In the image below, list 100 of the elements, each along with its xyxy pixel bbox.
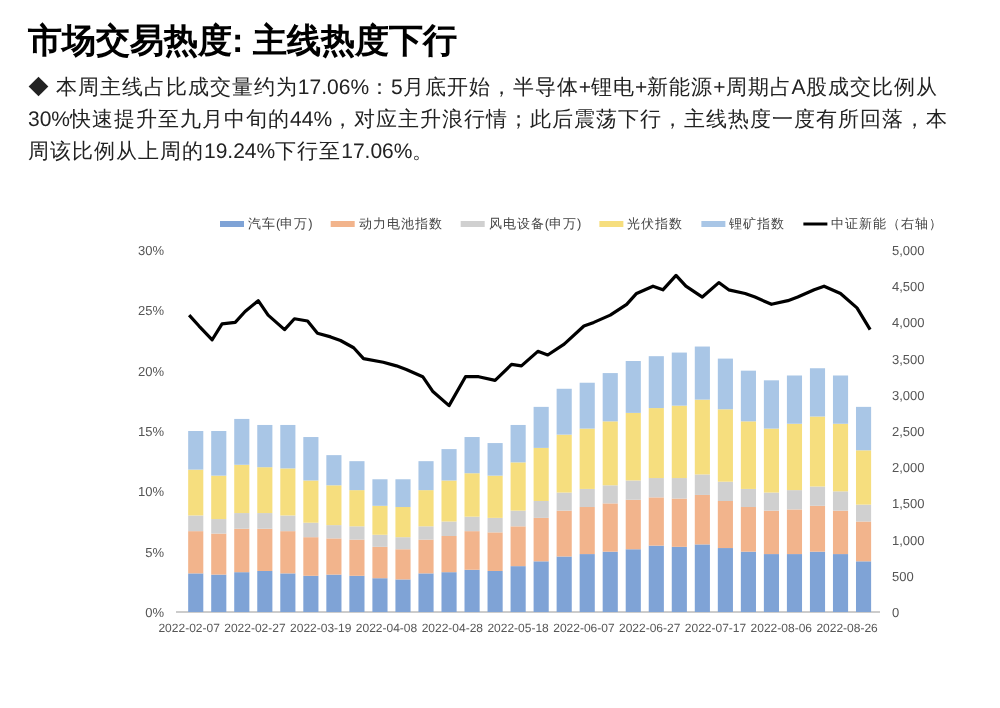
bar bbox=[694, 544, 710, 612]
bar bbox=[556, 492, 572, 511]
bar bbox=[717, 409, 733, 482]
bar bbox=[280, 468, 296, 516]
bar bbox=[556, 556, 572, 612]
bar bbox=[579, 488, 595, 508]
bar bbox=[464, 516, 480, 532]
bar bbox=[326, 455, 342, 486]
bar bbox=[855, 561, 872, 612]
bar bbox=[349, 575, 365, 612]
bar bbox=[211, 475, 227, 520]
bar bbox=[303, 575, 319, 612]
bar bbox=[602, 373, 618, 422]
bar bbox=[326, 525, 342, 539]
bar bbox=[188, 469, 204, 516]
bar bbox=[487, 475, 503, 518]
bar bbox=[763, 428, 779, 493]
bar bbox=[487, 517, 503, 533]
bar bbox=[395, 537, 411, 550]
bar bbox=[602, 551, 618, 612]
bar bbox=[395, 507, 411, 538]
bar bbox=[648, 356, 664, 409]
bar bbox=[349, 461, 365, 491]
bar bbox=[717, 481, 733, 501]
bar bbox=[257, 570, 273, 612]
bar bbox=[326, 574, 342, 612]
bar bbox=[763, 554, 779, 612]
bar bbox=[257, 467, 273, 514]
bar bbox=[487, 443, 503, 476]
bar bbox=[786, 490, 803, 510]
bar bbox=[855, 521, 872, 562]
bar bbox=[418, 461, 434, 491]
bar bbox=[533, 561, 549, 612]
bar bbox=[372, 479, 388, 506]
bar bbox=[533, 406, 549, 448]
bar bbox=[188, 431, 204, 470]
bar bbox=[694, 494, 710, 545]
bar bbox=[579, 382, 595, 429]
bar bbox=[510, 566, 526, 612]
bar bbox=[786, 375, 803, 424]
bar bbox=[717, 358, 733, 410]
bar bbox=[579, 554, 595, 612]
bar bbox=[533, 447, 549, 501]
bar bbox=[510, 462, 526, 511]
bar bbox=[234, 464, 250, 514]
bar bbox=[257, 513, 273, 529]
bar bbox=[625, 412, 641, 481]
bar bbox=[717, 548, 733, 612]
bar bbox=[372, 578, 388, 612]
bar bbox=[671, 546, 687, 612]
bar bbox=[464, 569, 480, 612]
bar bbox=[464, 473, 480, 517]
bar bbox=[326, 485, 342, 526]
bar bbox=[786, 423, 803, 491]
bar bbox=[441, 535, 457, 573]
bar bbox=[441, 572, 457, 612]
bar bbox=[832, 510, 849, 555]
bar bbox=[809, 368, 826, 417]
bar bbox=[625, 499, 641, 550]
bar bbox=[740, 488, 756, 508]
bar bbox=[625, 549, 641, 612]
chart-title: 市场交易热度: 主线热度下行 bbox=[26, 22, 457, 60]
bar bbox=[671, 405, 687, 479]
bar bbox=[395, 549, 411, 580]
bar bbox=[188, 573, 204, 612]
bar bbox=[510, 526, 526, 567]
bar bbox=[510, 424, 526, 463]
bar bbox=[740, 551, 756, 612]
bar bbox=[671, 352, 687, 406]
bar bbox=[855, 450, 872, 505]
bar bbox=[694, 346, 710, 400]
bar bbox=[280, 573, 296, 612]
bar bbox=[280, 531, 296, 574]
bar bbox=[211, 533, 227, 575]
bar bbox=[717, 500, 733, 549]
bar bbox=[671, 498, 687, 547]
bar bbox=[809, 486, 826, 506]
bar bbox=[556, 434, 572, 493]
bar bbox=[303, 437, 319, 481]
bar bbox=[602, 485, 618, 504]
bar bbox=[234, 513, 250, 529]
bar bbox=[349, 490, 365, 527]
bar bbox=[832, 423, 849, 492]
bar bbox=[671, 478, 687, 499]
bar bbox=[487, 532, 503, 571]
bar bbox=[533, 500, 549, 518]
bar bbox=[579, 507, 595, 555]
bar bbox=[694, 399, 710, 475]
bar bbox=[648, 408, 664, 479]
bar bbox=[303, 537, 319, 576]
bar bbox=[395, 579, 411, 612]
bar bbox=[855, 406, 872, 451]
bar bbox=[418, 526, 434, 540]
bar bbox=[487, 570, 503, 612]
bar bbox=[809, 416, 826, 487]
bar bbox=[303, 480, 319, 523]
bar bbox=[533, 517, 549, 562]
bar bbox=[441, 449, 457, 481]
bar bbox=[188, 531, 204, 574]
bar bbox=[418, 539, 434, 574]
